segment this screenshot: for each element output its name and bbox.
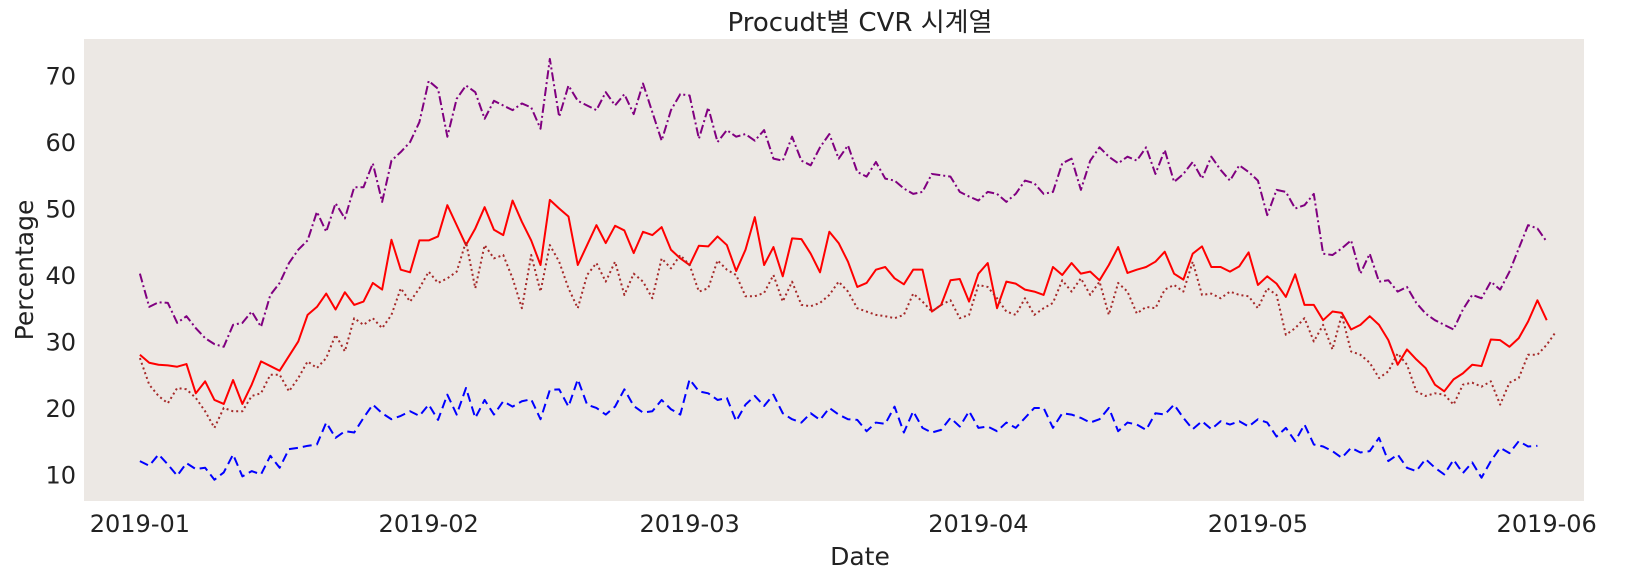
y-tick-label: 30 [45,329,76,357]
chart-title: Procudt별 CVR 시계열 [728,8,993,38]
plot-area [84,39,1584,501]
y-tick-label: 50 [45,196,76,224]
x-tick-label: 2019-03 [639,510,739,538]
x-tick-label: 2019-01 [90,510,190,538]
x-tick-label: 2019-06 [1497,510,1597,538]
y-tick-label: 60 [45,129,76,157]
x-tick-label: 2019-05 [1208,510,1308,538]
y-tick-label: 70 [45,63,76,91]
y-tick-labels: 10 20 30 40 50 60 70 [45,63,76,490]
series-line-1 [138,57,1548,348]
x-axis-label: Date [830,542,890,571]
x-tick-label: 2019-04 [928,510,1028,538]
x-tick-label: 2019-02 [379,510,479,538]
series-line-2 [139,198,1548,405]
y-tick-label: 20 [45,395,76,423]
series-line-3 [138,240,1557,429]
x-tick-labels: 2019-01 2019-02 2019-03 2019-04 2019-05 2019-… [90,510,1597,538]
y-axis-label: Percentage [10,200,39,341]
series-layer [138,57,1557,481]
y-tick-label: 10 [45,461,76,489]
y-tick-label: 40 [45,262,76,290]
